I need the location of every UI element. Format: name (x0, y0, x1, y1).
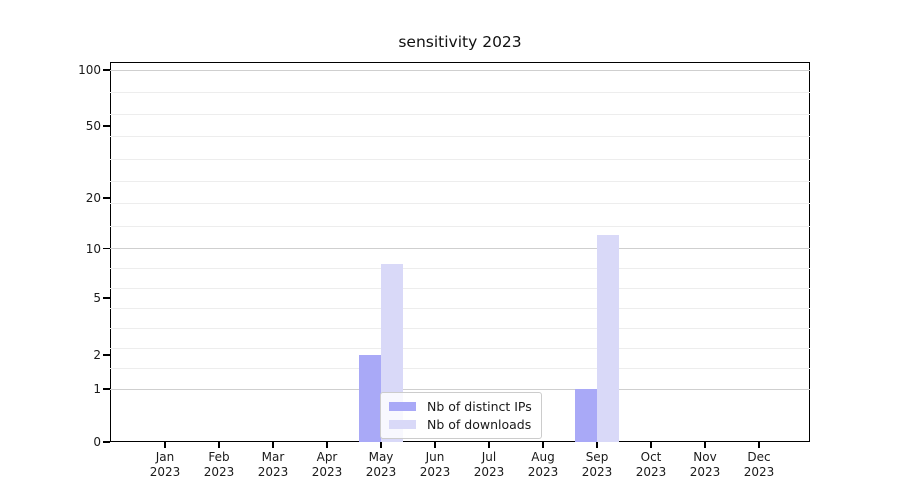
legend: Nb of distinct IPs Nb of downloads (380, 392, 542, 439)
plot-area (110, 62, 810, 442)
bar-nb-of-distinct-ips-sep-2023 (575, 389, 597, 442)
y-tick (103, 69, 110, 71)
x-tick (218, 442, 220, 448)
legend-label-distinct-ips: Nb of distinct IPs (427, 399, 532, 414)
y-tick-label: 20 (85, 191, 101, 205)
gridline-minor (110, 225, 810, 227)
gridline-minor (110, 328, 810, 330)
gridline-minor (110, 203, 810, 205)
y-tick (103, 247, 110, 250)
x-tick (704, 442, 706, 448)
x-tick (164, 442, 166, 448)
x-tick-label: Aug 2023 (527, 450, 559, 479)
x-tick-label: Jan 2023 (149, 450, 181, 479)
y-tick (103, 125, 110, 127)
gridline-minor (110, 348, 810, 350)
y-tick (103, 354, 110, 356)
x-tick (434, 442, 436, 448)
x-tick-label: Jul 2023 (473, 450, 505, 479)
chart-title: sensitivity 2023 (398, 33, 522, 51)
gridline-minor (110, 368, 810, 370)
gridline-minor (110, 91, 810, 93)
x-tick-label: Mar 2023 (257, 450, 289, 479)
x-tick (542, 442, 544, 448)
x-tick-label: Jun 2023 (419, 450, 451, 479)
x-tick (488, 442, 490, 448)
gridline-minor (110, 268, 810, 270)
gridline-minor (110, 288, 810, 290)
y-tick-label: 2 (93, 348, 101, 362)
x-tick-label: May 2023 (365, 450, 397, 479)
bar-nb-of-distinct-ips-may-2023 (359, 355, 381, 442)
x-tick (272, 442, 274, 448)
x-tick-label: Nov 2023 (689, 450, 721, 479)
gridline-minor (110, 114, 810, 116)
gridline-major (110, 248, 810, 249)
bar-nb-of-downloads-sep-2023 (597, 235, 619, 442)
x-tick-label: Sep 2023 (581, 450, 613, 479)
y-tick (103, 297, 110, 299)
x-tick-label: Apr 2023 (311, 450, 343, 479)
x-tick (380, 442, 382, 448)
gridline-minor (110, 308, 810, 310)
y-tick-label: 50 (85, 119, 101, 133)
legend-item-downloads: Nb of downloads (389, 417, 532, 432)
y-tick (103, 197, 110, 199)
y-tick (103, 441, 110, 443)
y-tick-label: 10 (85, 241, 101, 256)
legend-swatch-distinct-ips-icon (389, 402, 416, 411)
gridline-major (110, 388, 810, 390)
x-tick (596, 442, 598, 448)
y-tick-label: 5 (93, 291, 101, 305)
x-tick-label: Feb 2023 (203, 450, 235, 479)
x-tick (326, 442, 328, 448)
y-tick-label: 100 (78, 63, 101, 77)
gridline-major (110, 69, 810, 71)
gridline-minor (110, 136, 810, 138)
x-tick-label: Oct 2023 (635, 450, 667, 479)
x-tick (758, 442, 760, 448)
y-tick-label: 0 (93, 435, 101, 449)
legend-item-distinct-ips: Nb of distinct IPs (389, 399, 532, 414)
gridline-minor (110, 158, 810, 160)
x-tick-label: Dec 2023 (743, 450, 775, 479)
y-tick-label: 1 (93, 382, 101, 396)
gridline-minor (110, 181, 810, 183)
legend-swatch-downloads-icon (389, 420, 416, 429)
x-tick (650, 442, 652, 448)
y-tick (103, 388, 110, 390)
legend-label-downloads: Nb of downloads (427, 417, 532, 432)
